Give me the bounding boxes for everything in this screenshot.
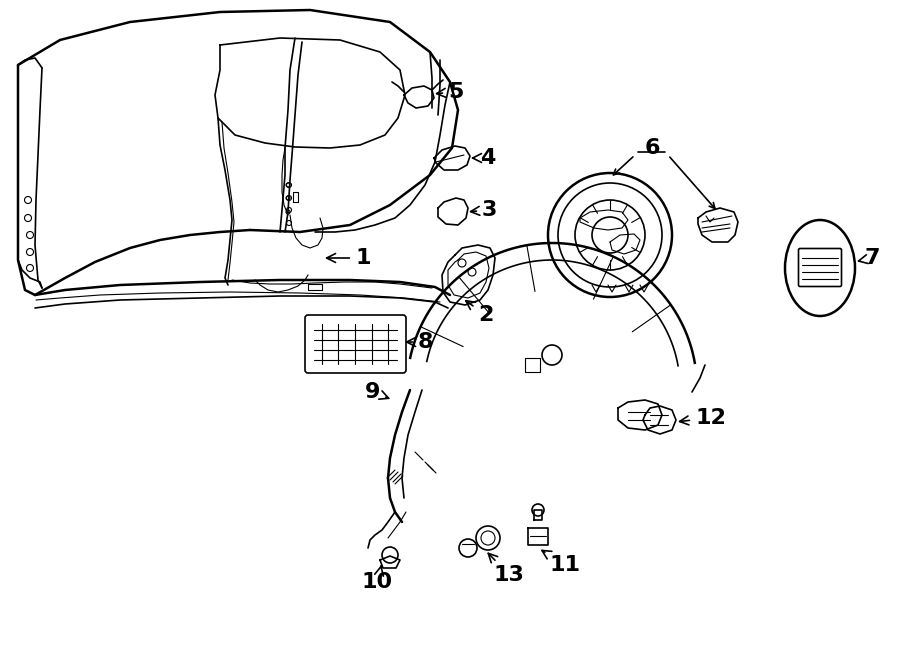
Text: 10: 10 bbox=[362, 566, 393, 592]
Text: 9: 9 bbox=[365, 382, 389, 402]
Text: 8: 8 bbox=[407, 332, 434, 352]
Text: 4: 4 bbox=[472, 148, 495, 168]
Text: 12: 12 bbox=[680, 408, 726, 428]
Text: 13: 13 bbox=[488, 553, 525, 585]
Text: 11: 11 bbox=[542, 551, 581, 575]
Text: 7: 7 bbox=[859, 248, 880, 268]
Text: 1: 1 bbox=[327, 248, 371, 268]
Text: 3: 3 bbox=[471, 200, 498, 220]
Text: 2: 2 bbox=[466, 301, 493, 325]
Text: 6: 6 bbox=[644, 138, 660, 158]
Text: 5: 5 bbox=[436, 82, 464, 102]
